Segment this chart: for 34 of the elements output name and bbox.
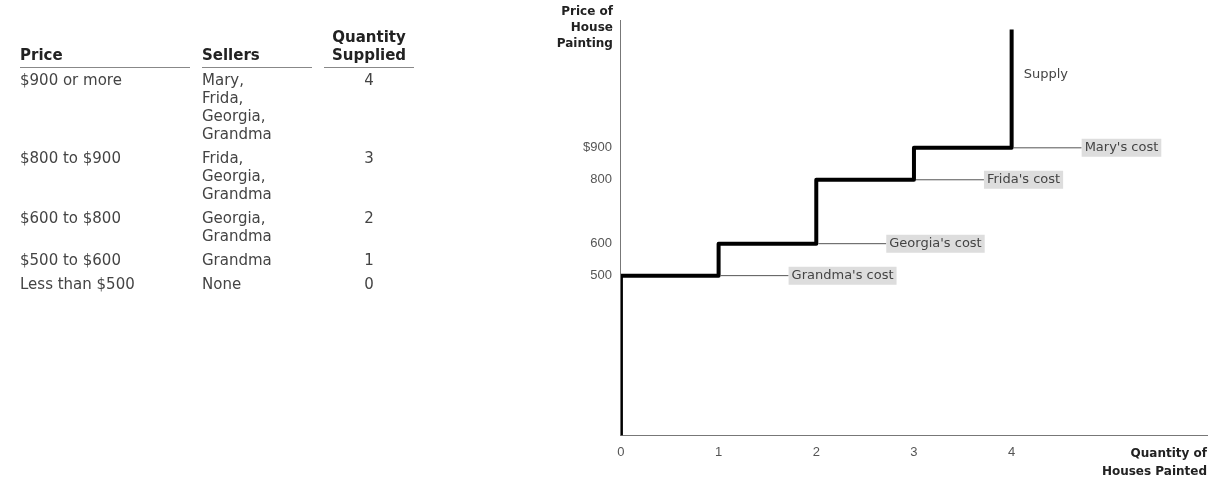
x-tick-label: 4 (1008, 443, 1016, 459)
text: Georgia, Grandma (202, 208, 273, 247)
y-tick-label: $900 (583, 139, 612, 155)
text: Frida, Georgia, Grandma (202, 148, 273, 205)
text: Grandma (202, 250, 273, 271)
text: 1 (363, 250, 375, 271)
x-tick-label: 2 (812, 443, 820, 459)
annotation: Georgia's cost (889, 235, 982, 251)
annotation: Grandma's cost (791, 267, 894, 283)
annotation: Frida's cost (986, 171, 1061, 187)
text: None (202, 274, 243, 295)
text: Mary, Frida, Georgia, Grandma (202, 70, 273, 145)
annotation: Mary's cost (1084, 139, 1159, 155)
text: Less than $500 (20, 274, 136, 295)
y-axis-title: Price of House Painting (556, 4, 614, 51)
x-tick-label: 0 (617, 443, 625, 459)
x-tick-label: 3 (910, 443, 918, 459)
text: $800 to $900 (20, 148, 122, 169)
text: $600 to $800 (20, 208, 122, 229)
x-tick-label: 1 (714, 443, 723, 459)
y-tick-label: 500 (590, 267, 612, 283)
y-tick-label: 800 (590, 171, 612, 187)
text: 2 (363, 208, 375, 229)
text: $900 or more (20, 70, 123, 91)
text: 0 (363, 274, 375, 295)
series-label: Supply (1023, 65, 1069, 81)
y-tick-label: 600 (590, 235, 612, 251)
text: 3 (363, 148, 375, 169)
text: $500 to $600 (20, 250, 122, 271)
text: Price (20, 43, 190, 68)
x-axis-title: Quantity of Houses Painted (1101, 445, 1208, 478)
text: Sellers (202, 43, 312, 68)
text: Quantity Supplied (324, 25, 414, 68)
text: 4 (363, 70, 375, 91)
